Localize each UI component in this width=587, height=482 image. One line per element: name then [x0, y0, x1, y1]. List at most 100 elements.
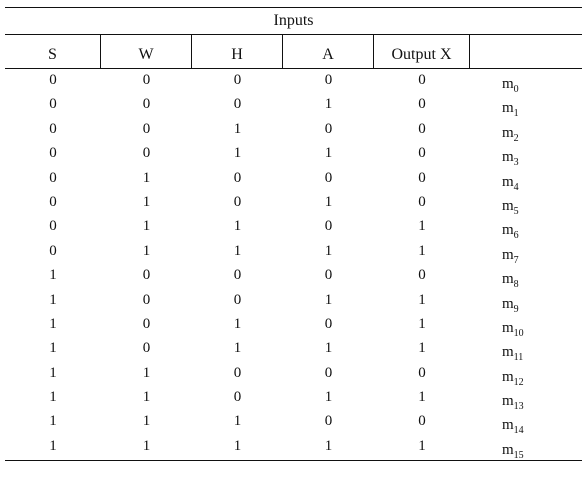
table-row: 0 1 0 1 0 m5 — [5, 192, 582, 217]
cell-a: 0 — [324, 267, 333, 284]
cell-output-x: 1 — [418, 437, 426, 454]
cell-w: 1 — [142, 218, 151, 235]
cell-minterm: m12 — [470, 363, 582, 388]
cell-output-x: 0 — [418, 72, 426, 88]
minterm-index: 15 — [513, 449, 524, 461]
table-body: 0 0 0 0 0 m0 0 0 0 1 0 m1 0 0 1 0 0 m2 0 0 1 1 0 m3 0 1 0 0 0 m4 0 1 0 1 0… — [5, 69, 582, 460]
cell-minterm: m15 — [470, 436, 582, 461]
cell-output-x: 1 — [418, 340, 426, 357]
body-top-rule — [5, 68, 582, 69]
cell-h: 1 — [233, 437, 242, 454]
cell-output-x: 0 — [418, 145, 426, 162]
minterm-symbol: m — [502, 173, 514, 190]
cell-s: 0 — [49, 145, 57, 162]
cell-a: 1 — [324, 340, 333, 357]
cell-w: 1 — [142, 193, 151, 210]
minterm-symbol: m — [502, 295, 514, 312]
minterm-index: 11 — [513, 352, 524, 364]
cell-h: 1 — [233, 218, 242, 235]
cell-output-x: 0 — [418, 267, 426, 284]
minterm-index: 6 — [513, 230, 519, 242]
table-row: 1 1 0 0 0 m12 — [5, 363, 582, 388]
cell-a: 1 — [324, 242, 333, 259]
cell-h: 0 — [233, 96, 242, 113]
cell-output-x: 1 — [418, 218, 426, 235]
cell-h: 1 — [233, 413, 242, 430]
minterm-symbol: m — [502, 222, 514, 239]
table-row: 0 1 0 0 0 m4 — [5, 168, 582, 193]
minterm-index: 0 — [513, 84, 519, 95]
cell-w: 0 — [142, 96, 151, 113]
column-header-row: S W H A Output X — [5, 35, 582, 68]
cell-w: 0 — [142, 340, 151, 357]
cell-s: 1 — [49, 315, 57, 332]
cell-minterm: m5 — [470, 192, 582, 217]
cell-h: 1 — [233, 120, 242, 137]
minterm-index: 7 — [513, 254, 519, 266]
cell-h: 1 — [233, 340, 242, 357]
cell-w: 0 — [142, 291, 151, 308]
column-header-output-x: Output X — [374, 35, 470, 68]
cell-h: 0 — [233, 389, 242, 406]
cell-w: 0 — [142, 315, 151, 332]
cell-minterm: m7 — [470, 241, 582, 266]
cell-minterm: m10 — [470, 314, 582, 339]
cell-w: 1 — [142, 364, 151, 381]
cell-w: 1 — [142, 389, 151, 406]
cell-minterm: m3 — [470, 143, 582, 169]
cell-minterm: m4 — [470, 168, 582, 193]
cell-h: 0 — [233, 169, 242, 186]
table-row: 1 0 0 1 1 m9 — [5, 290, 582, 315]
cell-minterm: m14 — [470, 411, 582, 437]
cell-w: 0 — [142, 145, 151, 162]
cell-a: 1 — [324, 437, 333, 454]
cell-minterm: m1 — [470, 94, 582, 120]
column-header-minterm — [470, 35, 582, 68]
minterm-symbol: m — [502, 197, 514, 214]
cell-h: 0 — [233, 72, 242, 88]
cell-h: 0 — [233, 267, 242, 284]
cell-minterm: m13 — [470, 387, 582, 413]
cell-s: 0 — [49, 96, 57, 113]
cell-output-x: 0 — [418, 169, 426, 186]
minterm-index: 12 — [513, 376, 524, 388]
cell-a: 0 — [324, 120, 333, 137]
cell-output-x: 0 — [418, 413, 426, 430]
table-row: 1 1 1 0 0 m14 — [5, 411, 582, 437]
minterm-symbol: m — [502, 246, 514, 263]
minterm-index: 14 — [513, 425, 524, 437]
cell-s: 0 — [49, 218, 57, 235]
cell-h: 0 — [233, 291, 242, 308]
cell-h: 1 — [233, 315, 242, 332]
cell-a: 0 — [324, 413, 333, 430]
cell-output-x: 0 — [418, 120, 426, 137]
minterm-symbol: m — [502, 149, 514, 166]
cell-h: 1 — [233, 242, 242, 259]
column-header-h: H — [192, 35, 283, 68]
minterm-symbol: m — [502, 100, 514, 117]
cell-w: 1 — [142, 169, 151, 186]
cell-s: 1 — [49, 340, 57, 357]
cell-w: 1 — [142, 242, 151, 259]
cell-s: 0 — [49, 193, 57, 210]
minterm-index: 8 — [513, 279, 519, 291]
cell-minterm: m6 — [470, 216, 582, 242]
cell-output-x: 1 — [418, 315, 426, 332]
minterm-index: 13 — [513, 401, 524, 413]
table-row: 0 1 1 1 1 m7 — [5, 241, 582, 266]
cell-s: 0 — [49, 242, 57, 259]
cell-minterm: m11 — [470, 338, 582, 364]
minterm-symbol: m — [502, 393, 514, 410]
minterm-index: 3 — [513, 157, 519, 169]
minterm-symbol: m — [502, 319, 514, 336]
cell-h: 1 — [233, 145, 242, 162]
cell-output-x: 1 — [418, 291, 426, 308]
minterm-symbol: m — [502, 124, 514, 141]
table-row: 0 1 1 0 1 m6 — [5, 216, 582, 242]
minterm-index: 1 — [513, 108, 519, 120]
cell-output-x: 0 — [418, 96, 426, 113]
cell-s: 1 — [49, 291, 57, 308]
cell-w: 0 — [142, 267, 151, 284]
minterm-symbol: m — [502, 441, 514, 458]
cell-h: 0 — [233, 193, 242, 210]
